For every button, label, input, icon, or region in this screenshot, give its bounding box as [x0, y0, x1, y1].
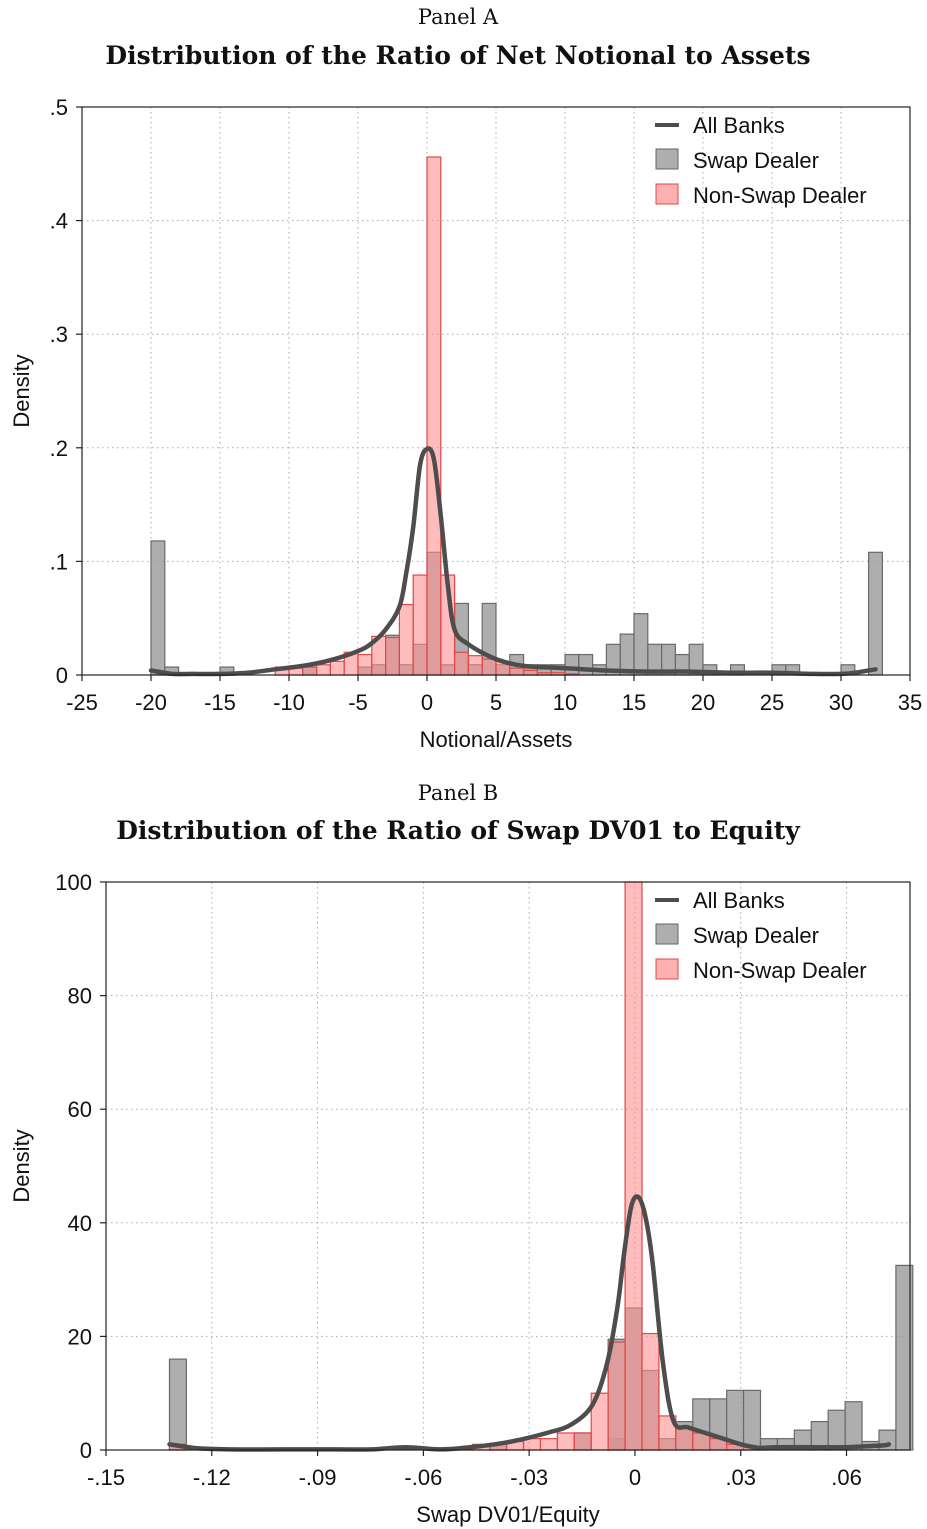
y-tick-label: 100 — [55, 870, 92, 895]
x-tick-label: -10 — [273, 690, 305, 715]
x-tick-label: -.12 — [193, 1465, 231, 1490]
panel-a: Panel A Distribution of the Ratio of Net… — [9, 5, 922, 752]
panel-b-legend: All Banks Swap Dealer Non-Swap Dealer — [655, 888, 867, 983]
non-swap-dealer-bar — [481, 658, 497, 676]
swap-dealer-bar — [844, 1401, 863, 1451]
y-tick-label: 40 — [68, 1211, 92, 1236]
panel-b-label: Panel B — [418, 781, 498, 805]
x-tick-label: -.09 — [299, 1465, 337, 1490]
x-tick-label: 35 — [898, 690, 922, 715]
legend-swap-dealer-swatch — [655, 148, 679, 170]
swap-dealer-bar — [168, 1358, 187, 1451]
panel-b: Panel B Distribution of the Ratio of Swa… — [9, 781, 914, 1527]
non-swap-dealer-bar — [467, 655, 483, 676]
x-tick-label: -5 — [348, 690, 368, 715]
non-swap-dealer-bar — [539, 1438, 558, 1451]
panel-a-legend: All Banks Swap Dealer Non-Swap Dealer — [655, 113, 867, 208]
x-tick-label: .06 — [831, 1465, 862, 1490]
panel-b-y-ticks: 0 20 40 60 80 100 — [55, 870, 106, 1463]
y-tick-label: .1 — [50, 549, 68, 574]
y-tick-label: .4 — [50, 209, 68, 234]
x-tick-label: 5 — [490, 690, 502, 715]
swap-dealer-bar — [827, 1409, 846, 1451]
x-tick-label: 20 — [691, 690, 715, 715]
swap-dealer-bar — [867, 551, 883, 676]
legend-non-swap-dealer-label: Non-Swap Dealer — [693, 958, 867, 983]
x-tick-label: -.06 — [404, 1465, 442, 1490]
x-tick-label: 25 — [760, 690, 784, 715]
all-banks-density-line — [167, 1194, 892, 1452]
non-swap-dealer-bar — [641, 1332, 660, 1451]
panel-b-x-ticks: -.15 -.12 -.09 -.06 -.03 0 .03 .06 — [87, 1450, 862, 1490]
panel-a-label: Panel A — [418, 5, 499, 29]
panel-b-x-axis-label: Swap DV01/Equity — [416, 1502, 599, 1527]
panel-a-nonswap-bars — [274, 156, 580, 676]
non-swap-dealer-bar — [607, 1341, 626, 1451]
non-swap-dealer-bar — [426, 156, 442, 676]
non-swap-dealer-bar — [624, 881, 643, 1451]
non-swap-dealer-bar — [454, 651, 470, 676]
x-tick-label: 0 — [629, 1465, 641, 1490]
x-tick-label: -.03 — [510, 1465, 548, 1490]
y-tick-label: 60 — [68, 1097, 92, 1122]
legend-swap-dealer-label: Swap Dealer — [693, 148, 819, 173]
swap-dealer-bar — [150, 540, 166, 676]
x-tick-label: -20 — [135, 690, 167, 715]
non-swap-dealer-bar — [302, 666, 318, 676]
non-swap-dealer-bar — [509, 667, 525, 676]
legend-all-banks-label: All Banks — [693, 888, 785, 913]
x-tick-label: -15 — [204, 690, 236, 715]
x-tick-label: 0 — [421, 690, 433, 715]
panel-a-y-axis-label: Density — [9, 354, 34, 427]
y-tick-label: 0 — [56, 663, 68, 688]
x-tick-label: 15 — [622, 690, 646, 715]
x-tick-label: -.15 — [87, 1465, 125, 1490]
non-swap-dealer-bar — [675, 1426, 694, 1451]
panel-b-title: Distribution of the Ratio of Swap DV01 t… — [116, 816, 801, 845]
y-tick-label: 80 — [68, 984, 92, 1009]
legend-non-swap-dealer-swatch — [655, 183, 679, 205]
non-swap-dealer-bar — [316, 664, 332, 676]
panel-b-plot-frame — [105, 881, 911, 1451]
y-tick-label: 20 — [68, 1324, 92, 1349]
x-tick-label: .03 — [725, 1465, 756, 1490]
panel-a-x-axis-label: Notional/Assets — [420, 727, 573, 752]
panel-b-kde — [167, 1194, 892, 1452]
swap-dealer-bar — [564, 653, 580, 676]
legend-non-swap-dealer-label: Non-Swap Dealer — [693, 183, 867, 208]
panel-b-swap-bars — [168, 1264, 914, 1451]
y-tick-label: .3 — [50, 322, 68, 347]
all-banks-density-line — [148, 446, 878, 677]
y-tick-label: .5 — [50, 95, 68, 120]
swap-dealer-bar — [742, 1389, 762, 1451]
y-tick-label: 0 — [80, 1438, 92, 1463]
swap-dealer-bar — [633, 613, 649, 676]
legend-swap-dealer-label: Swap Dealer — [693, 923, 819, 948]
legend-non-swap-dealer-swatch — [655, 958, 679, 980]
panel-b-y-axis-label: Density — [9, 1129, 34, 1202]
panel-a-x-ticks: -25 -20 -15 -10 -5 0 5 10 15 20 25 30 35 — [66, 675, 922, 715]
panel-a-title: Distribution of the Ratio of Net Notiona… — [105, 41, 810, 70]
x-tick-label: 30 — [829, 690, 853, 715]
x-tick-label: 10 — [553, 690, 577, 715]
non-swap-dealer-bar — [398, 603, 414, 676]
non-swap-dealer-bar — [357, 653, 373, 676]
non-swap-dealer-bar — [385, 636, 401, 676]
y-tick-label: .2 — [50, 436, 68, 461]
non-swap-dealer-bar — [329, 660, 345, 676]
panel-a-kde — [148, 446, 878, 677]
non-swap-dealer-bar — [573, 1432, 592, 1451]
swap-dealer-bar — [578, 653, 594, 676]
panel-a-y-ticks: 0 .1 .2 .3 .4 .5 — [50, 95, 82, 688]
legend-all-banks-label: All Banks — [693, 113, 785, 138]
non-swap-dealer-bar — [522, 669, 538, 676]
legend-swap-dealer-swatch — [655, 923, 679, 945]
non-swap-dealer-bar — [556, 1432, 575, 1451]
non-swap-dealer-bar — [412, 574, 428, 676]
x-tick-label: -25 — [66, 690, 98, 715]
